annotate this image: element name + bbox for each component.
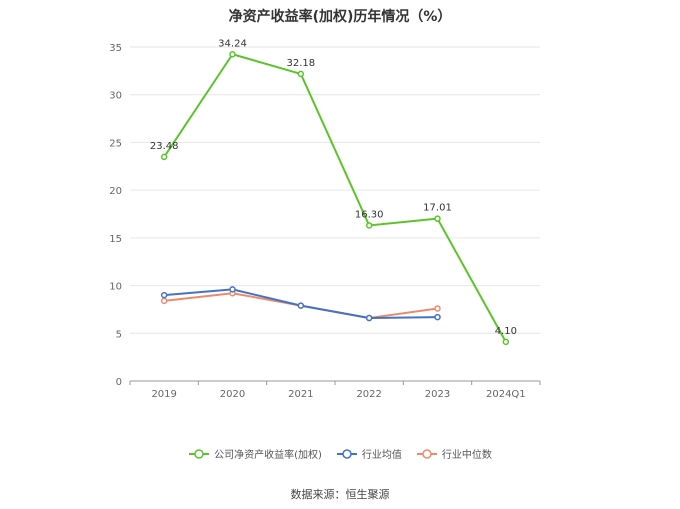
- data-point-0-2022: [365, 222, 373, 229]
- legend-item-company[interactable]: 公司净资产收益率(加权): [188, 446, 322, 461]
- legend-label-industry-mean: 行业均值: [361, 450, 402, 461]
- data-source: 数据来源：恒生聚源: [290, 488, 390, 501]
- data-point-1-2022: [365, 314, 373, 322]
- x-tick-label-2021: 2021: [288, 389, 313, 400]
- x-tick-label-2023: 2023: [425, 389, 450, 400]
- y-tick-label-35: 35: [109, 43, 122, 54]
- series-line-0: [163, 53, 507, 343]
- data-point-0-2021: [297, 70, 305, 78]
- x-tick-label-2019: 2019: [151, 389, 176, 400]
- legend-swatch-company: [189, 448, 210, 459]
- y-tick-label-20: 20: [109, 186, 122, 197]
- x-tick-label-2022: 2022: [356, 389, 381, 400]
- legend-item-industry-mean[interactable]: 行业均值: [336, 446, 402, 461]
- y-tick-label-5: 5: [116, 329, 122, 340]
- data-point-1-2023: [434, 313, 441, 321]
- data-point-2-2019: [160, 297, 168, 305]
- y-tick-label-0: 0: [116, 377, 122, 388]
- legend-swatch-industry-median: [416, 448, 437, 459]
- data-label-2024Q1: 4.10: [495, 326, 517, 337]
- y-tick-label-30: 30: [109, 91, 122, 102]
- data-point-0-2019: [160, 153, 168, 161]
- data-label-2020: 34.24: [218, 38, 247, 49]
- data-label-2021: 32.18: [287, 58, 316, 69]
- data-point-2-2023: [434, 305, 441, 312]
- legend-label-industry-median: 行业中位数: [441, 450, 492, 461]
- x-tick-label-2020: 2020: [220, 389, 245, 400]
- line-chart: 0 5 10 15 20 25 30 35 2019 2020 2021 2022 2023 2024Q1…: [109, 38, 541, 400]
- data-label-2022: 16.30: [355, 209, 384, 220]
- data-label-2023: 17.01: [423, 203, 452, 214]
- data-label-2019: 23.48: [150, 141, 179, 152]
- y-tick-label-25: 25: [109, 138, 122, 149]
- data-point-1-2021: [297, 302, 305, 309]
- legend: 公司净资产收益率(加权) 行业均值 行业中位数: [0, 446, 680, 461]
- legend-label-company: 公司净资产收益率(加权): [214, 450, 322, 461]
- x-tick-label-2024Q1: 2024Q1: [486, 389, 526, 400]
- legend-swatch-marker-0: [194, 448, 204, 459]
- chart-title: 净资产收益率(加权)历年情况（%）: [228, 9, 452, 25]
- legend-swatch-marker-1: [342, 448, 352, 459]
- data-point-0-2024Q1: [502, 338, 510, 346]
- y-tick-label-15: 15: [109, 234, 122, 245]
- legend-swatch-industry-mean: [336, 448, 357, 459]
- data-point-1-2019: [160, 291, 168, 299]
- data-point-1-2020: [229, 286, 236, 293]
- y-tick-label-10: 10: [109, 282, 122, 293]
- legend-swatch-marker-2: [422, 448, 432, 459]
- data-point-0-2020: [229, 51, 236, 58]
- legend-item-industry-median[interactable]: 行业中位数: [416, 446, 492, 461]
- data-point-0-2023: [434, 215, 441, 222]
